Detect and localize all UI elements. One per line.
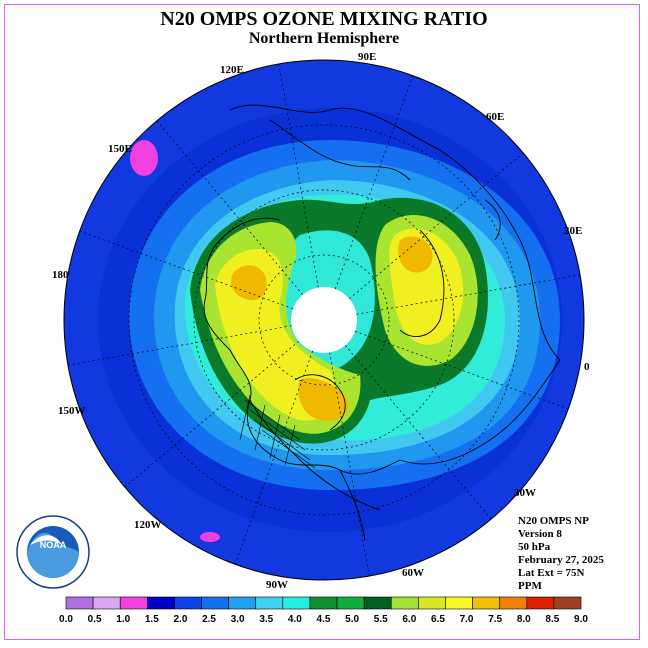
info-lat-ext: Lat Ext = 75N xyxy=(518,567,585,579)
lon-label-150w: 150W xyxy=(58,405,86,417)
spot-120w xyxy=(200,532,220,542)
colorbar-swatch xyxy=(119,596,148,610)
lon-label-30w: 30W xyxy=(514,487,536,499)
map-subtitle: Northern Hemisphere xyxy=(248,30,400,47)
colorbar-swatch xyxy=(418,596,446,610)
colorbar-tick-label: 4.0 xyxy=(288,614,302,625)
lon-label-120e: 120E xyxy=(220,64,244,76)
colorbar-swatch xyxy=(309,596,338,610)
info-panel: N20 OMPS NP Version 8 50 hPa February 27… xyxy=(518,515,604,593)
colorbar-swatch xyxy=(526,596,555,610)
colorbar-tick-label: 2.0 xyxy=(173,614,187,625)
data-grid xyxy=(239,394,316,469)
lobe-left-peak-1 xyxy=(298,378,349,421)
info-date: February 27, 2025 xyxy=(518,554,604,566)
colorbar-tick-label: 4.5 xyxy=(317,614,331,625)
lon-label-60w: 60W xyxy=(402,567,424,579)
spot-150e xyxy=(130,140,158,176)
colorbar-swatch xyxy=(92,596,121,610)
colorbar-swatch xyxy=(282,596,311,610)
info-version: Version 8 xyxy=(518,528,562,540)
colorbar-tick-label: 7.0 xyxy=(460,614,474,625)
colorbar-swatch xyxy=(147,596,175,610)
info-units: PPM xyxy=(518,580,542,592)
lon-label-60e: 60E xyxy=(486,111,504,123)
lon-label-150e: 150E xyxy=(108,143,132,155)
lobe-right-peak xyxy=(398,236,433,273)
colorbar-tick-label: 3.0 xyxy=(231,614,245,625)
colorbar-tick-label: 0.0 xyxy=(59,614,73,625)
colorbar-tick-label: 1.0 xyxy=(116,614,130,625)
colorbar-tick-label: 7.5 xyxy=(488,614,502,625)
colorbar-tick-label: 8.0 xyxy=(517,614,531,625)
map-title: N20 OMPS OZONE MIXING RATIO xyxy=(160,8,488,30)
colorbar: 0.0 0.5 1.0 1.5 2.0 2.5 3.0 3.5 4.0 4.5 5.0 5.5 6.0 6… xyxy=(59,596,588,625)
colorbar-swatch xyxy=(174,596,202,610)
colorbar-swatch xyxy=(390,596,419,610)
lon-label-180: 180 xyxy=(52,269,69,281)
colorbar-tick-label: 9.0 xyxy=(574,614,588,625)
colorbar-tick-label: 3.5 xyxy=(259,614,273,625)
map-border xyxy=(63,59,585,581)
colorbar-tick-label: 8.5 xyxy=(545,614,559,625)
info-level: 50 hPa xyxy=(518,541,551,553)
colorbar-swatch xyxy=(553,596,582,610)
colorbar-swatch xyxy=(201,596,229,610)
colorbar-tick-label: 5.0 xyxy=(345,614,359,625)
noaa-logo: NOAA xyxy=(16,515,90,589)
colorbar-swatch xyxy=(228,596,257,610)
lon-label-120w: 120W xyxy=(134,519,162,531)
colorbar-tick-label: 5.5 xyxy=(374,614,388,625)
colorbar-swatch xyxy=(255,596,284,610)
colorbar-tick-label: 2.5 xyxy=(202,614,216,625)
colorbar-swatch xyxy=(445,596,473,610)
noaa-logo-text: NOAA xyxy=(40,540,67,550)
colorbar-swatch xyxy=(472,596,500,610)
coastlines xyxy=(203,104,561,541)
lon-label-30e: 30E xyxy=(564,225,582,237)
figure-frame xyxy=(4,4,640,640)
colorbar-tick-label: 6.0 xyxy=(402,614,416,625)
colorbar-swatch xyxy=(363,596,392,610)
colorbar-swatch xyxy=(65,596,94,610)
colorbar-swatch xyxy=(499,596,528,610)
colorbar-tick-label: 0.5 xyxy=(88,614,102,625)
info-product: N20 OMPS NP xyxy=(518,515,589,527)
lon-label-0: 0 xyxy=(584,361,590,373)
lon-label-90w: 90W xyxy=(266,579,288,591)
lon-label-90e: 90E xyxy=(358,51,376,63)
colorbar-tick-label: 6.5 xyxy=(431,614,445,625)
polar-gap xyxy=(291,287,357,353)
lobe-left-peak-2 xyxy=(231,265,267,301)
colorbar-swatch xyxy=(336,596,365,610)
graticule xyxy=(128,124,520,516)
colorbar-tick-label: 1.5 xyxy=(145,614,159,625)
